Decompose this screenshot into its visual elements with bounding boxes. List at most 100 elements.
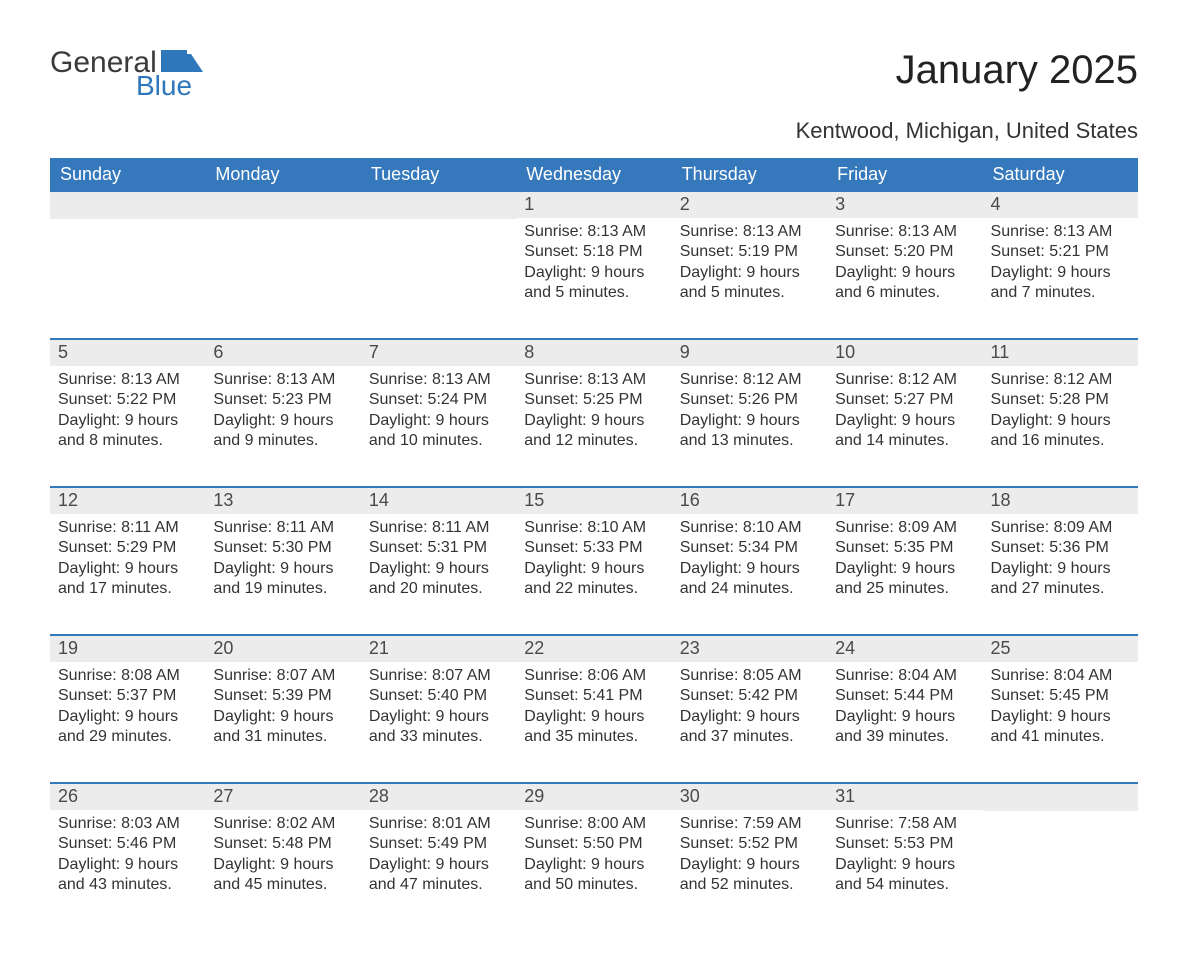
daylight-line: Daylight: 9 hours and 13 minutes. [680,411,819,452]
daylight-line: Daylight: 9 hours and 20 minutes. [369,559,508,600]
day-cell: 26Sunrise: 8:03 AMSunset: 5:46 PMDayligh… [50,784,205,930]
day-body: Sunrise: 8:04 AMSunset: 5:44 PMDaylight:… [827,662,982,754]
day-number: 19 [50,636,205,662]
day-body: Sunrise: 8:00 AMSunset: 5:50 PMDaylight:… [516,810,671,902]
day-cell: 20Sunrise: 8:07 AMSunset: 5:39 PMDayligh… [205,636,360,782]
sunrise-line: Sunrise: 8:04 AM [991,666,1130,686]
daylight-line: Daylight: 9 hours and 16 minutes. [991,411,1130,452]
daylight-line: Daylight: 9 hours and 17 minutes. [58,559,197,600]
header: General Blue January 2025 [50,48,1138,100]
day-body: Sunrise: 8:07 AMSunset: 5:39 PMDaylight:… [205,662,360,754]
weekday-monday: Monday [205,158,360,192]
daylight-line: Daylight: 9 hours and 12 minutes. [524,411,663,452]
day-number: 15 [516,488,671,514]
day-body: Sunrise: 8:12 AMSunset: 5:28 PMDaylight:… [983,366,1138,458]
sunrise-line: Sunrise: 8:06 AM [524,666,663,686]
sunrise-line: Sunrise: 8:13 AM [680,222,819,242]
sunset-line: Sunset: 5:21 PM [991,242,1130,262]
day-number: 30 [672,784,827,810]
day-cell: 10Sunrise: 8:12 AMSunset: 5:27 PMDayligh… [827,340,982,486]
daylight-line: Daylight: 9 hours and 10 minutes. [369,411,508,452]
day-body: Sunrise: 8:02 AMSunset: 5:48 PMDaylight:… [205,810,360,902]
sunrise-line: Sunrise: 8:09 AM [835,518,974,538]
day-cell: 1Sunrise: 8:13 AMSunset: 5:18 PMDaylight… [516,192,671,338]
day-body: Sunrise: 8:13 AMSunset: 5:20 PMDaylight:… [827,218,982,310]
day-number: 22 [516,636,671,662]
sunset-line: Sunset: 5:20 PM [835,242,974,262]
sunset-line: Sunset: 5:22 PM [58,390,197,410]
sunrise-line: Sunrise: 8:07 AM [369,666,508,686]
sunset-line: Sunset: 5:19 PM [680,242,819,262]
week-row: 26Sunrise: 8:03 AMSunset: 5:46 PMDayligh… [50,782,1138,930]
sunset-line: Sunset: 5:27 PM [835,390,974,410]
day-number: 27 [205,784,360,810]
day-number: 28 [361,784,516,810]
day-number: 26 [50,784,205,810]
daylight-line: Daylight: 9 hours and 6 minutes. [835,263,974,304]
day-body: Sunrise: 8:13 AMSunset: 5:24 PMDaylight:… [361,366,516,458]
day-number: 18 [983,488,1138,514]
sunrise-line: Sunrise: 8:02 AM [213,814,352,834]
sunset-line: Sunset: 5:52 PM [680,834,819,854]
daylight-line: Daylight: 9 hours and 41 minutes. [991,707,1130,748]
day-number: 1 [516,192,671,218]
sunrise-line: Sunrise: 8:11 AM [213,518,352,538]
weekday-tuesday: Tuesday [361,158,516,192]
sunrise-line: Sunrise: 7:58 AM [835,814,974,834]
sunset-line: Sunset: 5:44 PM [835,686,974,706]
daylight-line: Daylight: 9 hours and 50 minutes. [524,855,663,896]
day-cell [50,192,205,338]
daylight-line: Daylight: 9 hours and 37 minutes. [680,707,819,748]
daylight-line: Daylight: 9 hours and 29 minutes. [58,707,197,748]
day-cell: 25Sunrise: 8:04 AMSunset: 5:45 PMDayligh… [983,636,1138,782]
day-number: 8 [516,340,671,366]
day-cell: 11Sunrise: 8:12 AMSunset: 5:28 PMDayligh… [983,340,1138,486]
day-cell: 29Sunrise: 8:00 AMSunset: 5:50 PMDayligh… [516,784,671,930]
sunrise-line: Sunrise: 8:11 AM [58,518,197,538]
day-cell: 24Sunrise: 8:04 AMSunset: 5:44 PMDayligh… [827,636,982,782]
daylight-line: Daylight: 9 hours and 25 minutes. [835,559,974,600]
daylight-line: Daylight: 9 hours and 33 minutes. [369,707,508,748]
day-body: Sunrise: 7:59 AMSunset: 5:52 PMDaylight:… [672,810,827,902]
sunrise-line: Sunrise: 8:10 AM [680,518,819,538]
week-row: 5Sunrise: 8:13 AMSunset: 5:22 PMDaylight… [50,338,1138,486]
day-number: 2 [672,192,827,218]
sunrise-line: Sunrise: 8:08 AM [58,666,197,686]
sunset-line: Sunset: 5:53 PM [835,834,974,854]
day-number: 13 [205,488,360,514]
day-number: 25 [983,636,1138,662]
day-number: 24 [827,636,982,662]
daylight-line: Daylight: 9 hours and 5 minutes. [524,263,663,304]
day-body: Sunrise: 8:05 AMSunset: 5:42 PMDaylight:… [672,662,827,754]
day-body: Sunrise: 8:09 AMSunset: 5:35 PMDaylight:… [827,514,982,606]
day-number [205,192,360,219]
daylight-line: Daylight: 9 hours and 9 minutes. [213,411,352,452]
day-cell: 15Sunrise: 8:10 AMSunset: 5:33 PMDayligh… [516,488,671,634]
day-cell: 27Sunrise: 8:02 AMSunset: 5:48 PMDayligh… [205,784,360,930]
calendar-page: General Blue January 2025 Kentwood, Mich… [0,0,1188,970]
week-row: 12Sunrise: 8:11 AMSunset: 5:29 PMDayligh… [50,486,1138,634]
day-cell: 22Sunrise: 8:06 AMSunset: 5:41 PMDayligh… [516,636,671,782]
day-body: Sunrise: 8:09 AMSunset: 5:36 PMDaylight:… [983,514,1138,606]
day-cell: 19Sunrise: 8:08 AMSunset: 5:37 PMDayligh… [50,636,205,782]
day-number [983,784,1138,811]
daylight-line: Daylight: 9 hours and 47 minutes. [369,855,508,896]
sunset-line: Sunset: 5:31 PM [369,538,508,558]
day-body: Sunrise: 8:13 AMSunset: 5:18 PMDaylight:… [516,218,671,310]
title-block: January 2025 [896,48,1138,93]
day-cell: 8Sunrise: 8:13 AMSunset: 5:25 PMDaylight… [516,340,671,486]
logo-text-blue: Blue [136,72,203,100]
sunrise-line: Sunrise: 8:04 AM [835,666,974,686]
day-number: 3 [827,192,982,218]
day-cell: 5Sunrise: 8:13 AMSunset: 5:22 PMDaylight… [50,340,205,486]
sunrise-line: Sunrise: 8:13 AM [524,222,663,242]
day-number [50,192,205,219]
week-row: 19Sunrise: 8:08 AMSunset: 5:37 PMDayligh… [50,634,1138,782]
day-number [361,192,516,219]
sunset-line: Sunset: 5:36 PM [991,538,1130,558]
calendar-grid: SundayMondayTuesdayWednesdayThursdayFrid… [50,158,1138,930]
daylight-line: Daylight: 9 hours and 14 minutes. [835,411,974,452]
day-body: Sunrise: 8:12 AMSunset: 5:27 PMDaylight:… [827,366,982,458]
day-cell: 28Sunrise: 8:01 AMSunset: 5:49 PMDayligh… [361,784,516,930]
sunrise-line: Sunrise: 8:12 AM [680,370,819,390]
